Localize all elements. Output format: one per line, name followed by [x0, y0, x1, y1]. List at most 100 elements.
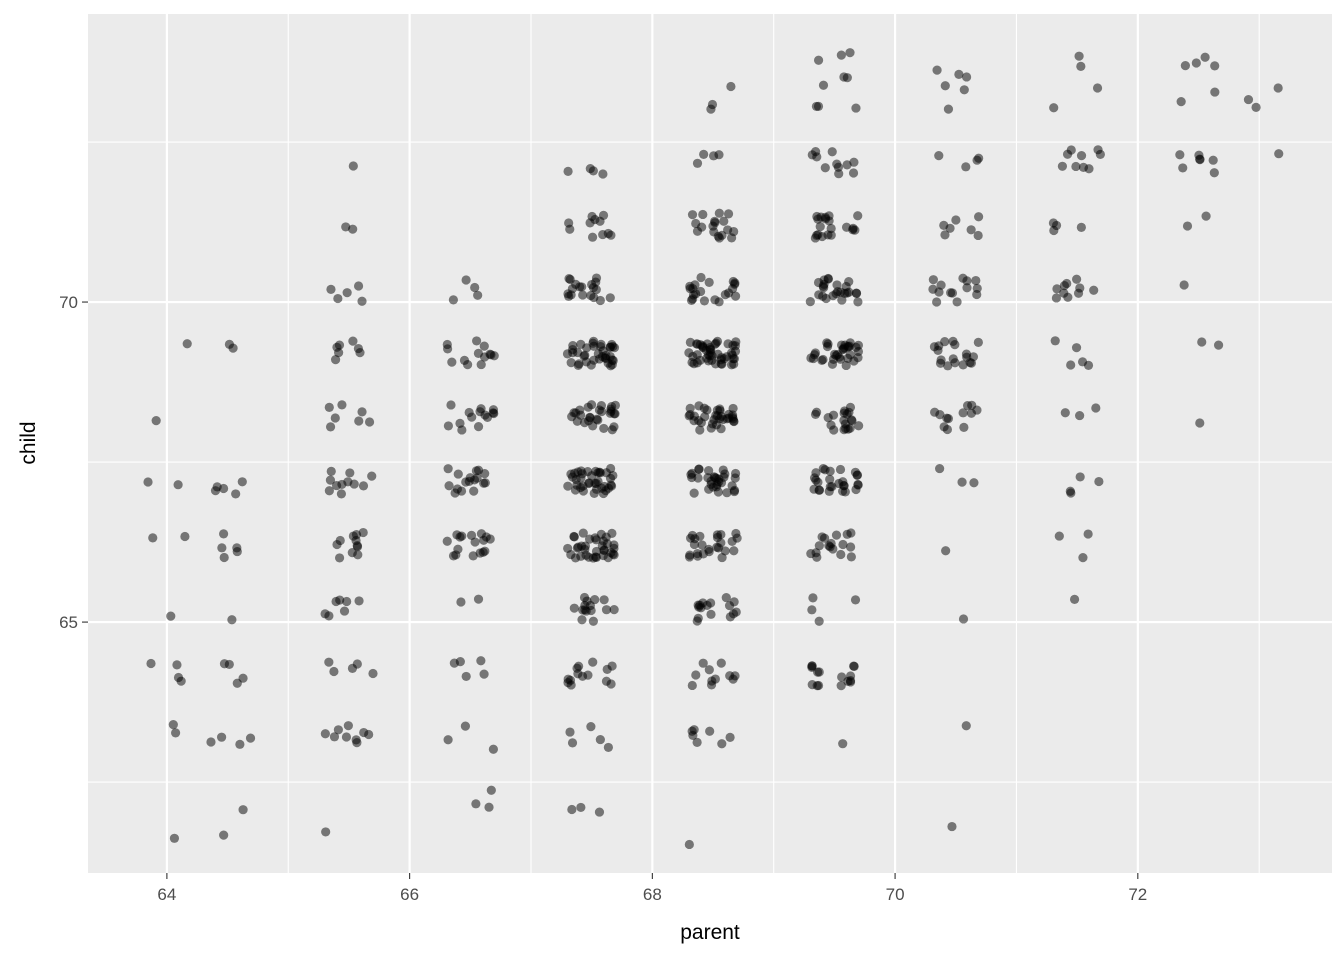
- data-point: [588, 616, 598, 626]
- data-point: [563, 481, 573, 491]
- x-tick-label: 64: [157, 885, 176, 904]
- data-point: [151, 416, 161, 426]
- data-point: [835, 464, 846, 475]
- data-point: [484, 802, 494, 812]
- data-point: [168, 720, 178, 730]
- data-point: [592, 414, 602, 424]
- data-point: [959, 85, 969, 95]
- data-point: [591, 478, 601, 488]
- data-point: [347, 663, 358, 673]
- data-point: [349, 479, 359, 489]
- data-point: [951, 215, 961, 225]
- data-point: [808, 593, 818, 603]
- data-point: [853, 211, 863, 221]
- data-point: [1075, 410, 1085, 421]
- data-point: [835, 354, 846, 364]
- data-point: [940, 230, 950, 240]
- data-point: [169, 833, 180, 843]
- data-point: [486, 350, 496, 360]
- data-point: [718, 465, 728, 475]
- data-point: [838, 539, 848, 550]
- data-point: [1178, 163, 1188, 173]
- data-point: [1180, 61, 1190, 71]
- data-point: [842, 529, 852, 539]
- data-point: [1069, 594, 1080, 604]
- data-point: [567, 412, 577, 422]
- data-point: [706, 598, 716, 608]
- data-point: [582, 596, 592, 606]
- data-point: [832, 280, 842, 290]
- data-point: [1062, 278, 1072, 289]
- data-point: [716, 658, 726, 668]
- data-point: [1095, 149, 1105, 159]
- data-point: [728, 340, 738, 350]
- data-point: [730, 671, 740, 681]
- data-point: [461, 275, 471, 285]
- data-point: [706, 609, 716, 619]
- data-point: [606, 480, 616, 490]
- data-point: [703, 350, 714, 360]
- data-point: [697, 540, 707, 550]
- data-point: [571, 279, 581, 289]
- data-point: [711, 359, 721, 369]
- data-point: [481, 532, 491, 542]
- data-point: [324, 486, 334, 496]
- data-point: [603, 742, 613, 753]
- data-point: [345, 468, 355, 478]
- data-point: [691, 339, 702, 349]
- data-point: [603, 228, 613, 239]
- data-point: [706, 104, 716, 114]
- data-point: [457, 425, 467, 435]
- data-point: [330, 413, 340, 423]
- data-point: [846, 552, 856, 562]
- data-point: [573, 661, 584, 671]
- data-point: [609, 422, 619, 432]
- data-point: [590, 594, 600, 605]
- data-point: [1077, 357, 1088, 367]
- data-point: [565, 727, 575, 737]
- data-point: [691, 670, 701, 680]
- data-points: [143, 48, 1284, 850]
- data-point: [853, 297, 863, 307]
- data-point: [1092, 83, 1103, 93]
- data-point: [172, 660, 182, 670]
- data-point: [837, 295, 847, 305]
- data-point: [469, 475, 480, 485]
- data-point: [466, 530, 477, 540]
- data-point: [941, 546, 951, 556]
- data-point: [846, 542, 856, 552]
- data-point: [566, 357, 576, 368]
- data-point: [714, 208, 724, 218]
- data-point: [845, 675, 856, 686]
- data-point: [728, 609, 739, 619]
- data-point: [476, 404, 486, 414]
- data-point: [692, 158, 703, 168]
- data-point: [962, 401, 973, 411]
- data-point: [601, 532, 611, 542]
- data-point: [605, 342, 615, 352]
- data-point: [842, 73, 852, 83]
- data-point: [609, 540, 619, 550]
- data-point: [711, 420, 722, 430]
- data-point: [587, 232, 598, 242]
- data-point: [334, 348, 344, 358]
- data-point: [818, 291, 828, 301]
- data-point: [809, 484, 819, 494]
- data-point: [935, 410, 945, 420]
- data-point: [959, 422, 969, 432]
- data-point: [583, 670, 593, 680]
- data-point: [946, 288, 956, 298]
- data-point: [341, 732, 352, 742]
- data-point: [710, 216, 720, 226]
- data-point: [814, 616, 824, 626]
- data-point: [969, 478, 979, 488]
- data-point: [452, 484, 463, 494]
- data-point: [704, 665, 714, 675]
- data-point: [1209, 168, 1219, 178]
- data-point: [218, 529, 229, 539]
- data-point: [321, 827, 331, 837]
- data-point: [359, 727, 369, 738]
- data-point: [329, 666, 339, 677]
- data-point: [1210, 87, 1220, 97]
- data-point: [811, 407, 822, 417]
